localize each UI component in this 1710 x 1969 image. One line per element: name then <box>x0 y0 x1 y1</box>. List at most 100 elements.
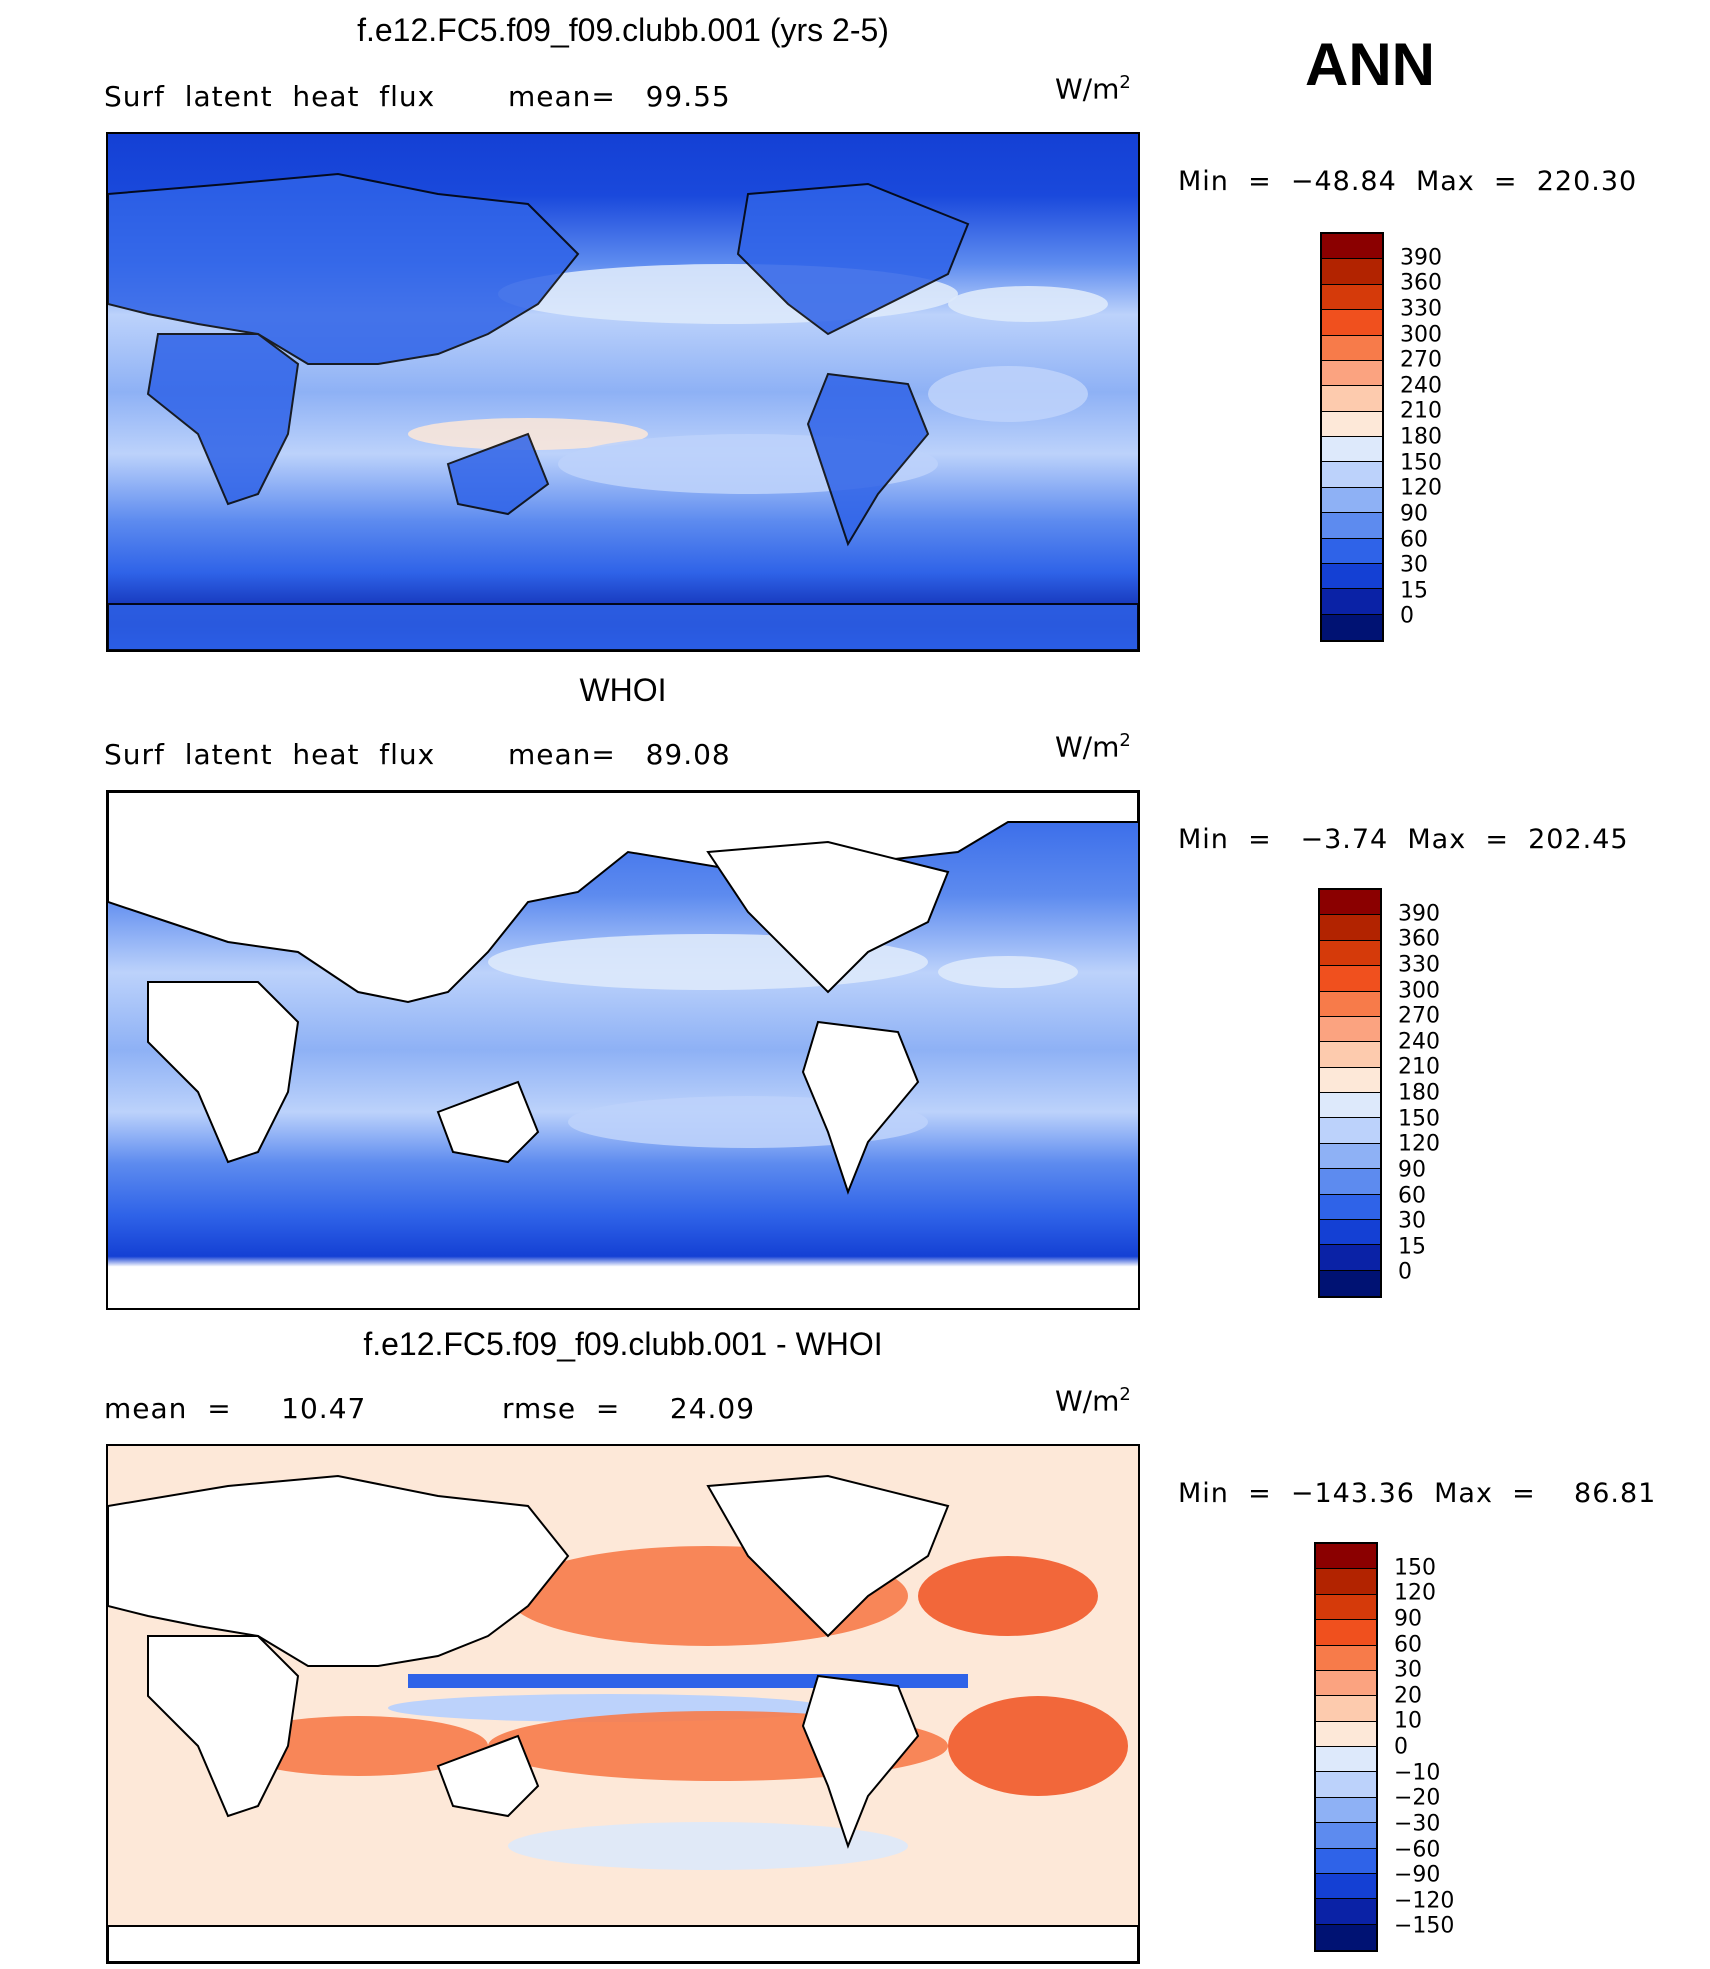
south-america-shape <box>801 1674 920 1849</box>
colorbar-tick-label: 300 <box>1398 978 1440 1003</box>
colorbar-swatch <box>1320 1093 1380 1119</box>
colorbar-tick-label: 120 <box>1394 1580 1436 1606</box>
colorbar-tick-label: 90 <box>1398 1157 1426 1183</box>
colorbar-swatch <box>1316 1797 1376 1824</box>
colorbar-tick-label: 300 <box>1400 322 1442 347</box>
panel3-colorbar <box>1314 1542 1378 1952</box>
colorbar-swatch <box>1316 1594 1376 1621</box>
panel1-map <box>106 132 1140 652</box>
panel1-minmax: Min = −48.84 Max = 220.30 <box>1178 166 1638 197</box>
colorbar-swatch <box>1320 890 1380 916</box>
colorbar-tick-label: 15 <box>1400 578 1428 604</box>
colorbar-swatch <box>1316 1747 1376 1773</box>
colorbar-tick-label: 20 <box>1394 1683 1422 1709</box>
panel3-rmse-label: rmse = 24.09 <box>502 1392 756 1425</box>
colorbar-tick-label: 240 <box>1398 1029 1440 1055</box>
panel3-map <box>106 1444 1140 1964</box>
colorbar-tick-label: 90 <box>1400 501 1428 527</box>
colorbar-tick-label: 0 <box>1400 603 1414 629</box>
colorbar-swatch <box>1322 360 1382 387</box>
colorbar-tick-label: 270 <box>1398 1003 1440 1029</box>
colorbar-swatch <box>1320 1016 1380 1043</box>
colorbar-swatch <box>1320 1219 1380 1246</box>
colorbar-swatch <box>1320 991 1380 1017</box>
colorbar-tick-label: 0 <box>1394 1734 1408 1760</box>
colorbar-tick-label: −120 <box>1394 1888 1455 1914</box>
panel1-title: f.e12.FC5.f09_f09.clubb.001 (yrs 2-5) <box>357 12 889 48</box>
colorbar-tick-label: 150 <box>1400 450 1442 476</box>
colorbar-swatch <box>1316 1772 1376 1798</box>
colorbar-tick-label: 60 <box>1400 527 1428 552</box>
colorbar-tick-label: 180 <box>1400 424 1442 450</box>
colorbar-tick-label: 270 <box>1400 347 1442 373</box>
colorbar-tick-label: 120 <box>1398 1131 1440 1157</box>
colorbar-swatch <box>1320 1194 1380 1220</box>
colorbar-swatch <box>1322 335 1382 361</box>
colorbar-tick-label: 390 <box>1398 901 1440 927</box>
antarctica-shape <box>108 1925 1138 1962</box>
colorbar-swatch <box>1322 563 1382 590</box>
colorbar-swatch <box>1316 1848 1376 1874</box>
colorbar-swatch <box>1320 940 1380 967</box>
colorbar-swatch <box>1322 411 1382 437</box>
colorbar-tick-label: 330 <box>1398 952 1440 978</box>
colorbar-swatch <box>1320 966 1380 992</box>
panel3-minmax: Min = −143.36 Max = 86.81 <box>1178 1478 1657 1509</box>
colorbar-tick-label: 180 <box>1398 1080 1440 1106</box>
australia-shape <box>436 1080 540 1164</box>
colorbar-tick-label: 330 <box>1400 296 1442 322</box>
antarctica-shape <box>108 603 1138 650</box>
africa-shape <box>146 333 300 506</box>
colorbar-swatch <box>1320 1245 1380 1271</box>
colorbar-tick-label: 60 <box>1394 1632 1422 1657</box>
colorbar-swatch <box>1322 538 1382 564</box>
panel3-colorbar-ticks: 150 120 90 60 30 20 10 0 −10 −20 −30 −60 −90 −120 −150 <box>1394 1542 1484 1952</box>
colorbar-swatch <box>1322 513 1382 539</box>
colorbar-swatch <box>1316 1899 1376 1925</box>
colorbar-swatch <box>1322 234 1382 260</box>
colorbar-swatch <box>1316 1620 1376 1646</box>
colorbar-swatch <box>1320 1143 1380 1170</box>
colorbar-swatch <box>1316 1721 1376 1747</box>
colorbar-tick-label: 120 <box>1400 475 1442 501</box>
colorbar-swatch <box>1316 1670 1376 1697</box>
northern-landmass-shape <box>108 792 1138 1004</box>
north-america-shape <box>706 1474 950 1638</box>
panel3-title: f.e12.FC5.f09_f09.clubb.001 - WHOI <box>363 1326 883 1362</box>
colorbar-swatch <box>1320 1118 1380 1144</box>
colorbar-tick-label: 150 <box>1398 1106 1440 1132</box>
colorbar-swatch <box>1316 1924 1376 1950</box>
panel2-minmax: Min = −3.74 Max = 202.45 <box>1178 824 1629 855</box>
colorbar-tick-label: 360 <box>1398 926 1440 952</box>
colorbar-tick-label: −20 <box>1394 1785 1441 1811</box>
colorbar-swatch <box>1322 589 1382 615</box>
colorbar-swatch <box>1322 462 1382 488</box>
colorbar-swatch <box>1322 284 1382 311</box>
africa-shape <box>147 1635 300 1818</box>
south-america-shape <box>806 372 930 547</box>
panel2-colorbar <box>1318 888 1382 1298</box>
north-america-shape <box>706 840 950 994</box>
north-america-shape <box>736 182 970 336</box>
panel2-map <box>106 790 1140 1310</box>
colorbar-tick-label: −60 <box>1394 1837 1441 1862</box>
colorbar-swatch <box>1320 1067 1380 1093</box>
colorbar-tick-label: 30 <box>1398 1208 1426 1234</box>
panel1-variable-label: Surf latent heat flux <box>104 80 436 113</box>
colorbar-swatch <box>1322 259 1382 285</box>
panel3-units: W/m2 <box>1055 1384 1131 1418</box>
colorbar-tick-label: 30 <box>1394 1657 1422 1683</box>
colorbar-tick-label: 90 <box>1394 1606 1422 1632</box>
colorbar-swatch <box>1322 437 1382 463</box>
colorbar-tick-label: 10 <box>1394 1708 1422 1734</box>
colorbar-swatch <box>1316 1544 1376 1570</box>
panel2-colorbar-ticks: 390 360 330 300 270 240 210 180 150 120 90 60 30 15 0 <box>1398 888 1478 1298</box>
panel1-mean-label: mean= 99.55 <box>508 80 731 113</box>
colorbar-swatch <box>1322 386 1382 412</box>
season-label: ANN <box>1305 31 1435 98</box>
africa-shape <box>147 981 300 1164</box>
colorbar-tick-label: −90 <box>1394 1862 1441 1888</box>
panel1-units: W/m2 <box>1055 72 1131 106</box>
colorbar-swatch <box>1322 310 1382 336</box>
colorbar-tick-label: −150 <box>1394 1913 1455 1939</box>
